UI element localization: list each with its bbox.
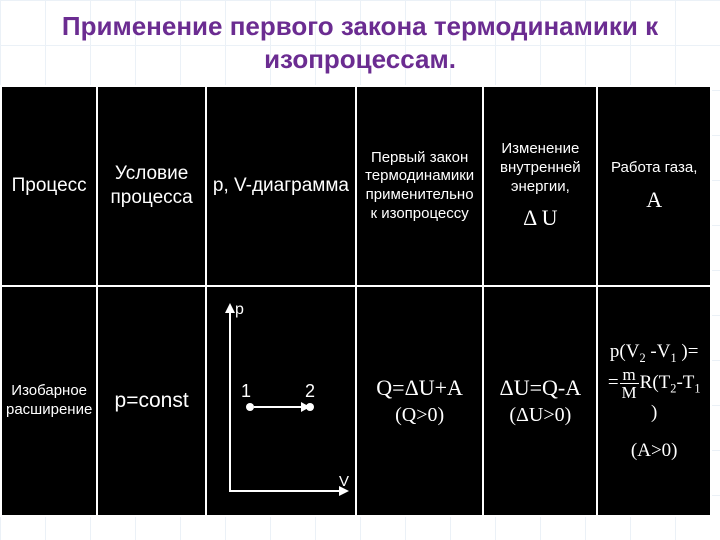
pv-diagram: p V 1 2 (211, 299, 351, 504)
process-l1: Изобарное (11, 382, 87, 399)
point-2-label: 2 (305, 381, 315, 402)
hdr-work-symbol: A (602, 186, 706, 214)
axis-y-label: p (235, 301, 244, 319)
point-1 (246, 403, 254, 411)
axis-y (229, 305, 231, 492)
cell-process: Изобарное расширение (1, 286, 97, 516)
hdr-du-l3: энергии, (488, 178, 592, 197)
hdr-law-l2: термодинамики (361, 167, 478, 186)
hdr-du-l2: внутренней (488, 159, 592, 178)
hdr-process: Процесс (1, 86, 97, 286)
point-1-label: 1 (241, 381, 251, 402)
hdr-law-l3: применительно (361, 186, 478, 205)
work-line1: p(V2 -V1 )= (602, 340, 706, 366)
law-sign: (Q>0) (361, 402, 478, 429)
axis-x (229, 490, 347, 492)
work-line2: =mMR(T2-T1 ) (602, 366, 706, 425)
thermo-table: Процесс Условие процесса p, V-диаграмма … (0, 85, 712, 517)
hdr-work-l1: Работа газа, (602, 159, 706, 178)
cell-delta-u: ΔU=Q-A (ΔU>0) (483, 286, 597, 516)
process-arrow (254, 406, 308, 408)
axis-x-label: V (339, 473, 349, 490)
du-sign: (ΔU>0) (488, 402, 592, 429)
du-equation: ΔU=Q-A (500, 375, 582, 400)
hdr-du-symbol: Δ U (488, 204, 592, 232)
process-l2: расширение (6, 401, 92, 418)
hdr-law-l4: к изопроцессу (361, 205, 478, 224)
hdr-diagram: p, V-диаграмма (206, 86, 356, 286)
hdr-law-l1: Первый закон (361, 149, 478, 168)
fraction-m-over-M: mM (620, 366, 639, 401)
cell-first-law: Q=ΔU+A (Q>0) (356, 286, 483, 516)
law-equation: Q=ΔU+A (376, 375, 463, 400)
cell-condition: p=const (97, 286, 206, 516)
cell-work: p(V2 -V1 )= =mMR(T2-T1 ) (A>0) (597, 286, 711, 516)
table-row: Изобарное расширение p=const p V 1 2 (1, 286, 711, 516)
slide-title: Применение первого закона термодинамики … (0, 0, 720, 81)
hdr-delta-u: Изменение внутренней энергии, Δ U (483, 86, 597, 286)
hdr-condition: Условие процесса (97, 86, 206, 286)
table-header-row: Процесс Условие процесса p, V-диаграмма … (1, 86, 711, 286)
cell-diagram: p V 1 2 (206, 286, 356, 516)
hdr-first-law: Первый закон термодинамики применительно… (356, 86, 483, 286)
work-sign: (A>0) (602, 439, 706, 463)
hdr-work: Работа газа, A (597, 86, 711, 286)
hdr-du-l1: Изменение (488, 140, 592, 159)
condition-value: p=const (115, 389, 189, 412)
